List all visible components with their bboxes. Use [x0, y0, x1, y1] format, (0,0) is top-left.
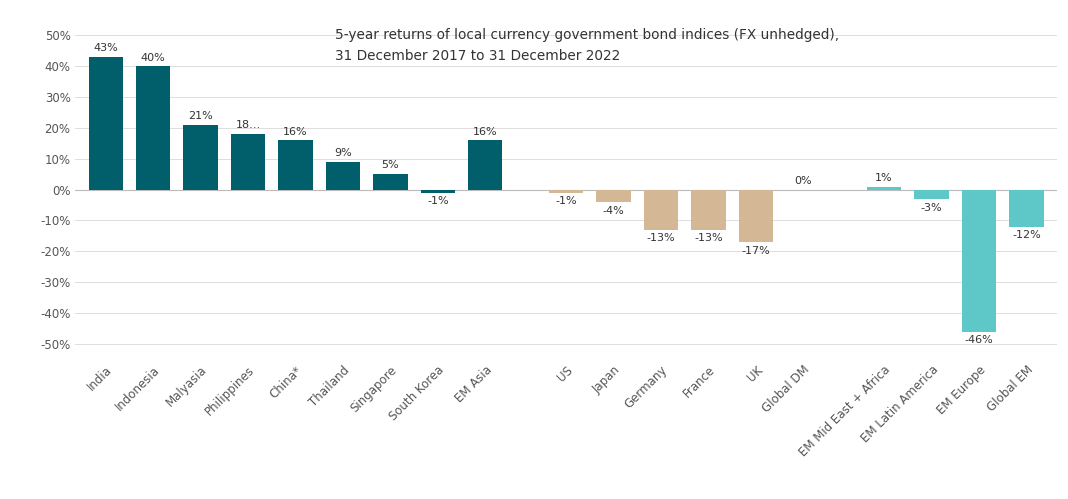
Text: 43%: 43%: [93, 43, 117, 53]
Text: -17%: -17%: [741, 246, 770, 256]
Text: 5%: 5%: [381, 161, 399, 171]
Text: 21%: 21%: [188, 111, 213, 121]
Text: -1%: -1%: [427, 197, 449, 207]
Bar: [867, 187, 901, 190]
Bar: [1009, 190, 1043, 227]
Text: 18…: 18…: [235, 120, 261, 130]
Text: 0%: 0%: [795, 176, 812, 186]
Bar: [231, 134, 265, 190]
Text: -12%: -12%: [1012, 231, 1041, 241]
Bar: [468, 140, 502, 190]
Text: 5-year returns of local currency government bond indices (FX unhedged),
31 Decem: 5-year returns of local currency governm…: [335, 28, 839, 63]
Text: -46%: -46%: [964, 335, 993, 345]
Bar: [89, 57, 123, 190]
Text: -1%: -1%: [555, 197, 577, 207]
Bar: [962, 190, 996, 331]
Bar: [691, 190, 725, 230]
Text: 16%: 16%: [283, 127, 308, 137]
Bar: [739, 190, 773, 242]
Text: -3%: -3%: [921, 203, 942, 213]
Bar: [421, 190, 455, 193]
Text: 16%: 16%: [473, 127, 498, 137]
Text: 40%: 40%: [141, 52, 166, 62]
Text: -13%: -13%: [694, 234, 723, 244]
Bar: [596, 190, 630, 202]
Bar: [326, 162, 360, 190]
Bar: [184, 125, 218, 190]
Bar: [914, 190, 948, 199]
Bar: [644, 190, 678, 230]
Text: -13%: -13%: [646, 234, 675, 244]
Text: 1%: 1%: [876, 173, 893, 183]
Bar: [279, 140, 313, 190]
Text: 9%: 9%: [334, 148, 351, 158]
Bar: [136, 66, 170, 190]
Bar: [549, 190, 583, 193]
Text: -4%: -4%: [602, 206, 625, 216]
Bar: [374, 174, 408, 190]
